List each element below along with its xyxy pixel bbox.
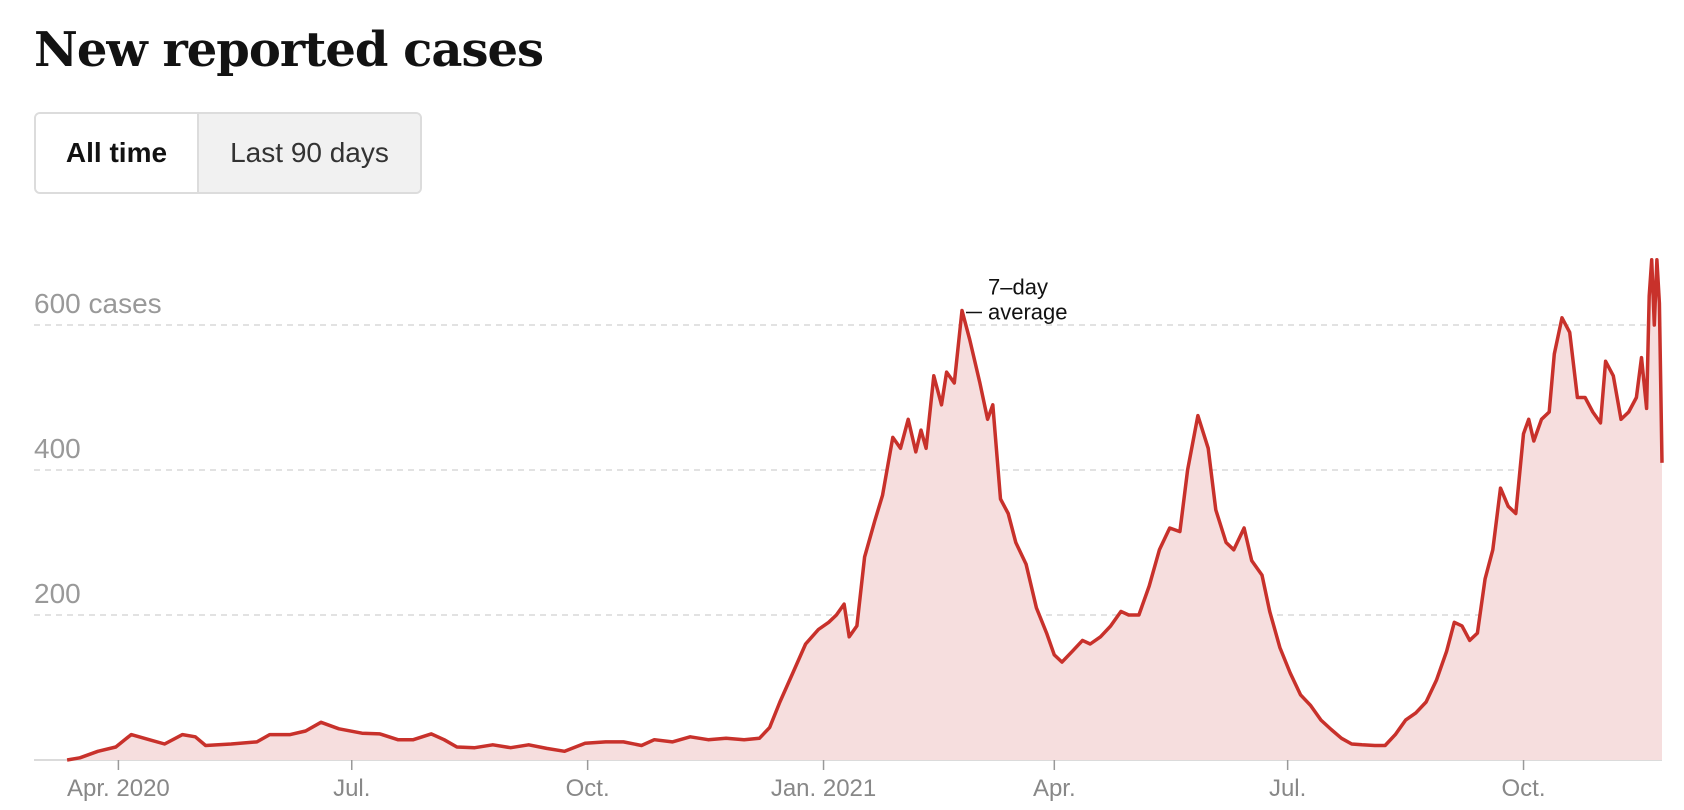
area-fill: [67, 259, 1663, 760]
y-tick-label: 400: [34, 433, 81, 464]
y-tick-label: 600 cases: [34, 288, 162, 319]
x-tick-label: Apr.: [1033, 775, 1076, 802]
x-tick-label: Jul.: [333, 775, 370, 802]
x-tick-label: Apr. 2020: [67, 775, 170, 802]
time-range-toggle: All time Last 90 days: [34, 112, 422, 194]
page-title: New reported cases: [34, 22, 544, 78]
y-tick-label: 200: [34, 578, 81, 609]
x-tick-label: Oct.: [1502, 775, 1546, 802]
last-90-days-button[interactable]: Last 90 days: [199, 114, 420, 192]
x-tick-label: Jan. 2021: [771, 775, 876, 802]
all-time-button[interactable]: All time: [36, 114, 199, 192]
annotation-line1: 7–day: [988, 275, 1048, 300]
x-tick-label: Jul.: [1269, 775, 1306, 802]
annotation-line2: average: [988, 300, 1068, 325]
x-tick-label: Oct.: [566, 775, 610, 802]
series-line: [66, 258, 1664, 762]
